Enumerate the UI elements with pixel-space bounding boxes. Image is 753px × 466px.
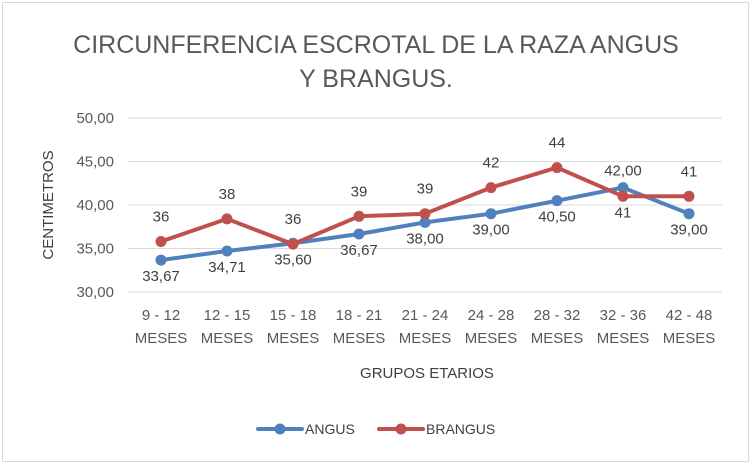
data-label-angus: 39,00 (670, 222, 708, 239)
x-tick-label: 9 - 12 (142, 307, 180, 324)
data-label-angus: 34,71 (208, 259, 246, 276)
y-tick-label: 30,00 (76, 284, 114, 301)
legend-swatch-marker (395, 423, 407, 435)
data-label-angus: 39,00 (472, 222, 510, 239)
y-axis-title: CENTIMETROS (40, 150, 57, 259)
chart-title-line-2: Y BRANGUS. (299, 65, 453, 93)
data-point-angus (221, 245, 233, 257)
y-tick-label: 50,00 (76, 110, 114, 127)
data-point-brangus (155, 236, 167, 248)
data-point-brangus (221, 213, 233, 225)
x-tick-label: MESES (267, 330, 320, 347)
data-label-angus: 42,00 (604, 163, 642, 180)
data-point-brangus (419, 208, 431, 220)
data-label-brangus: 39 (417, 181, 434, 198)
chart-title-line-1: CIRCUNFERENCIA ESCROTAL DE LA RAZA ANGUS (73, 31, 679, 59)
data-label-brangus: 36 (153, 209, 170, 226)
data-label-brangus: 44 (549, 135, 566, 152)
x-tick-label: MESES (201, 330, 254, 347)
data-label-angus: 38,00 (406, 230, 444, 247)
data-point-angus (551, 195, 563, 207)
data-point-brangus (551, 162, 563, 174)
data-label-brangus: 39 (351, 183, 368, 200)
data-point-brangus (683, 190, 695, 202)
x-tick-label: MESES (597, 330, 650, 347)
x-tick-label: 18 - 21 (336, 307, 383, 324)
data-label-brangus: 38 (219, 186, 236, 203)
data-point-angus (419, 216, 431, 228)
data-label-angus: 35,60 (274, 251, 312, 268)
legend: ANGUS BRANGUS (256, 421, 495, 437)
data-point-brangus (617, 190, 629, 202)
x-tick-label: 32 - 36 (600, 307, 647, 324)
legend-label: ANGUS (305, 421, 355, 437)
x-tick-label: 24 - 28 (468, 307, 515, 324)
y-tick-label: 40,00 (76, 197, 114, 214)
y-tick-label: 35,00 (76, 241, 114, 258)
x-tick-label: MESES (663, 330, 716, 347)
data-point-angus (683, 208, 695, 220)
data-point-angus (155, 254, 167, 266)
data-label-brangus: 41 (615, 204, 632, 221)
x-tick-label: MESES (333, 330, 386, 347)
x-tick-label: 28 - 32 (534, 307, 581, 324)
x-tick-label: MESES (399, 330, 452, 347)
x-tick-label: 42 - 48 (666, 307, 713, 324)
y-tick-label: 45,00 (76, 154, 114, 171)
x-axis-title: GRUPOS ETARIOS (360, 365, 494, 382)
x-tick-label: 21 - 24 (402, 307, 449, 324)
x-axis-ticks: 9 - 12 MESES 12 - 15 MESES 15 - 18 MESES 18 - … (135, 307, 716, 347)
data-point-angus (617, 182, 629, 194)
x-tick-label: MESES (465, 330, 518, 347)
data-label-angus: 36,67 (340, 242, 378, 259)
legend-label: BRANGUS (426, 421, 495, 437)
data-labels: 33,67 34,71 35,60 36,67 38,00 39,00 40,50 42,00… (142, 135, 708, 285)
data-point-brangus (485, 182, 497, 194)
legend-swatch-marker (274, 423, 286, 435)
data-point-brangus (353, 210, 365, 222)
data-label-angus: 33,67 (142, 268, 180, 285)
x-tick-label: 12 - 15 (204, 307, 251, 324)
data-label-brangus: 41 (681, 163, 698, 180)
data-label-angus: 40,50 (538, 209, 576, 226)
x-tick-label: MESES (135, 330, 188, 347)
data-label-brangus: 42 (483, 155, 500, 172)
data-point-angus (485, 208, 497, 220)
series-group (155, 162, 695, 266)
data-point-angus (353, 228, 365, 240)
data-point-brangus (287, 238, 299, 250)
x-tick-label: MESES (531, 330, 584, 347)
y-axis-ticks: 30,00 35,00 40,00 45,00 50,00 (76, 110, 114, 301)
x-tick-label: 15 - 18 (270, 307, 317, 324)
data-label-brangus: 36 (285, 211, 302, 228)
